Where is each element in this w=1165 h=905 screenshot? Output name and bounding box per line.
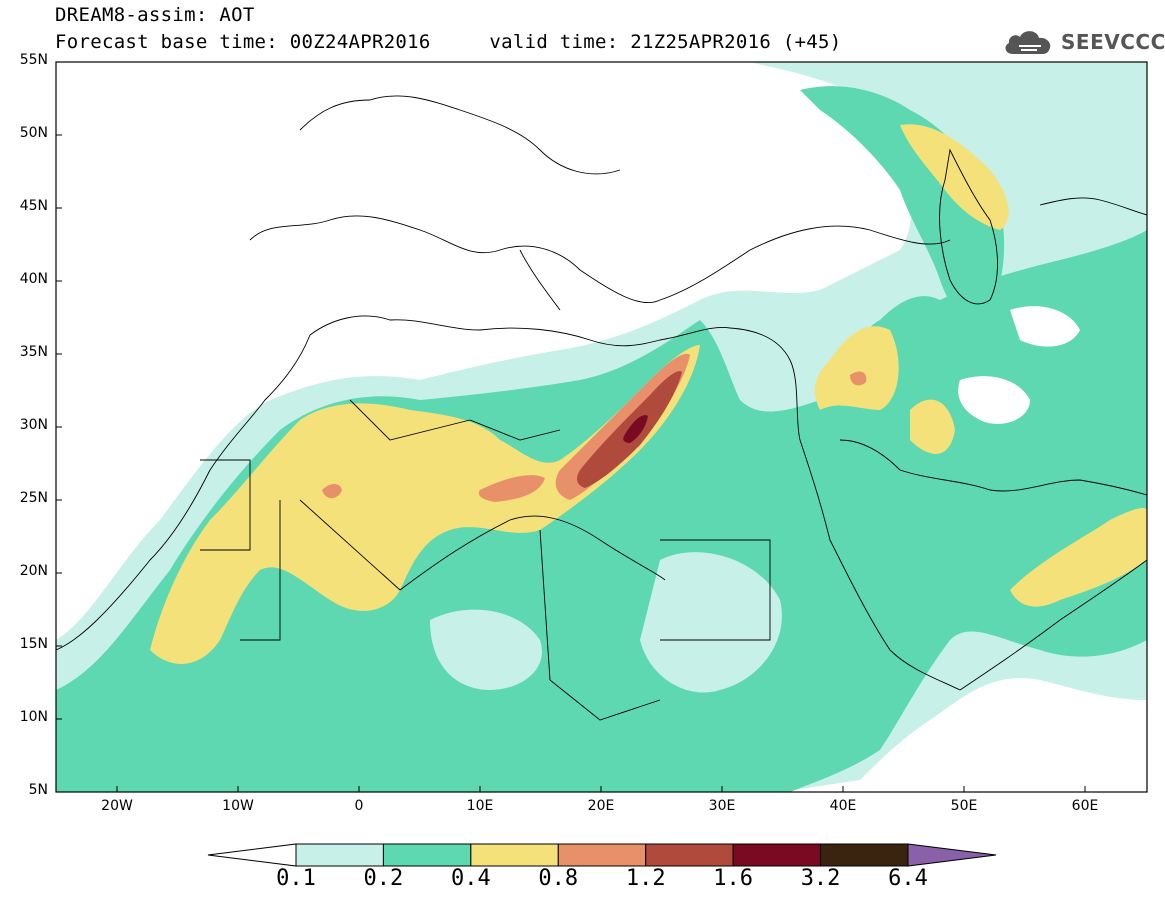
- legend-label: 0.4: [450, 866, 491, 891]
- map-subtitle: Forecast base time: 00Z24APR2016 valid t…: [55, 31, 842, 53]
- legend-label: 6.4: [888, 866, 928, 891]
- lat-label: 45N: [19, 198, 48, 214]
- lat-label: 10N: [19, 709, 48, 725]
- cloud-icon: [1005, 31, 1051, 54]
- lat-label: 35N: [19, 344, 48, 360]
- aot-field: [56, 62, 1147, 792]
- lat-label: 20N: [19, 563, 48, 579]
- legend-label: 0.2: [363, 866, 404, 891]
- lon-label: 20W: [101, 798, 133, 814]
- lat-label: 50N: [19, 125, 48, 141]
- lon-label: 10W: [222, 798, 254, 814]
- base-time-label: Forecast base time: 00Z24APR2016: [55, 31, 431, 53]
- seevccc-logo: SEEVCCC: [1001, 22, 1165, 62]
- map-title: DREAM8-assim: AOT: [55, 4, 255, 26]
- legend-label: 0.1: [276, 866, 316, 891]
- lat-label: 15N: [19, 636, 48, 652]
- legend-label: 1.6: [713, 866, 754, 891]
- valid-time-label: valid time: 21Z25APR2016 (+45): [489, 31, 842, 53]
- lon-label: 20E: [587, 798, 615, 814]
- lat-label: 40N: [19, 271, 48, 287]
- lon-label: 60E: [1071, 798, 1099, 814]
- lon-label: 0: [354, 798, 364, 814]
- lon-label: 10E: [466, 798, 494, 814]
- legend-label: 3.2: [800, 866, 841, 891]
- lon-label: 50E: [950, 798, 978, 814]
- lon-label: 40E: [829, 798, 857, 814]
- coastlines: [56, 95, 1147, 721]
- lat-label: 5N: [28, 782, 48, 798]
- lat-label: 25N: [19, 490, 48, 506]
- legend-label: 0.8: [538, 866, 579, 891]
- logo-text: SEEVCCC: [1061, 30, 1165, 54]
- lat-label: 55N: [19, 52, 48, 68]
- lat-label: 30N: [19, 417, 48, 433]
- legend-label: 1.2: [625, 866, 666, 891]
- lon-label: 30E: [708, 798, 736, 814]
